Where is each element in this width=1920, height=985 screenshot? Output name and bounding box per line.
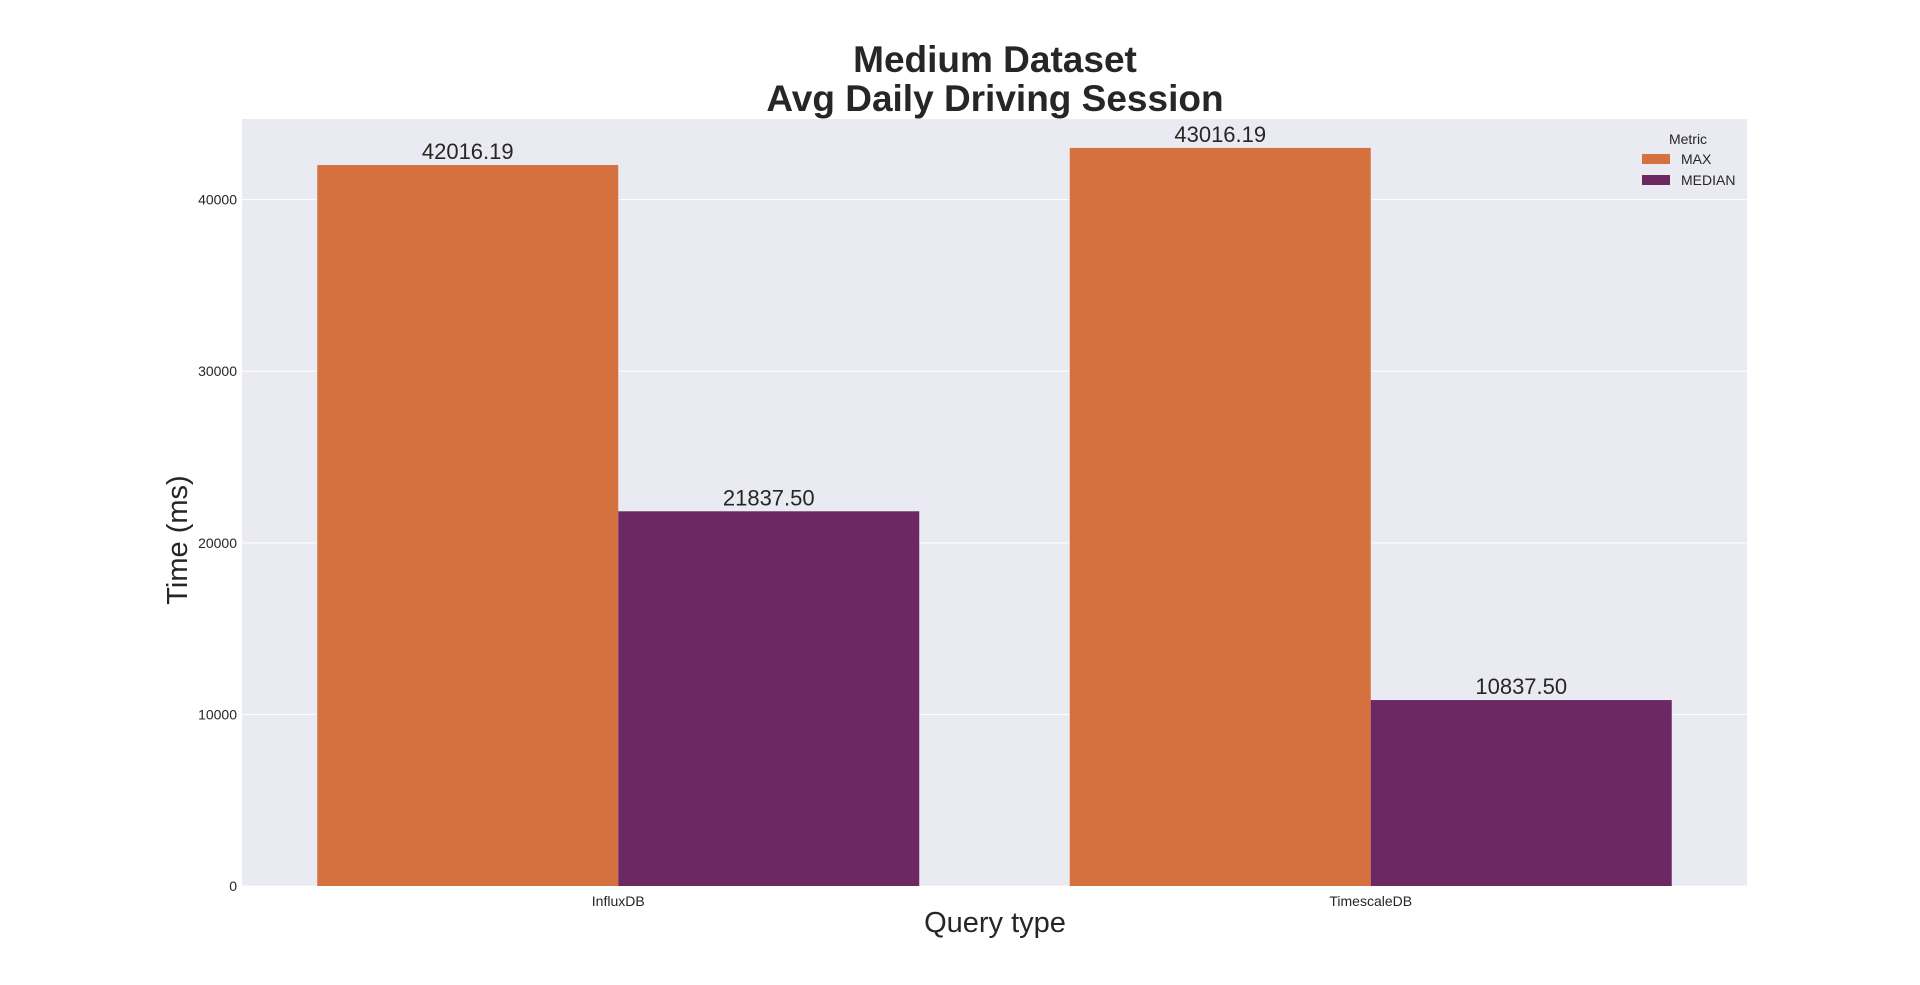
- data-label: 21837.50: [723, 485, 815, 510]
- chart-title-line-1: Medium Dataset: [853, 39, 1137, 80]
- data-label: 10837.50: [1475, 674, 1567, 699]
- x-tick-label: InfluxDB: [592, 893, 645, 909]
- y-tick-label: 10000: [198, 706, 237, 722]
- y-tick-label: 0: [229, 878, 237, 894]
- data-labels: 42016.19 21837.50 43016.19 10837.50: [422, 122, 1567, 699]
- y-tick-label: 30000: [198, 363, 237, 379]
- axis-ticks: 0 10000 20000 30000 40000 InfluxDB TimescaleDB: [198, 192, 1412, 909]
- legend: Metric MAX MEDIAN: [1642, 131, 1735, 188]
- data-label: 42016.19: [422, 139, 514, 164]
- bar-median-timescaledb: [1370, 700, 1672, 886]
- legend-label-median: MEDIAN: [1681, 172, 1735, 188]
- legend-label-max: MAX: [1681, 151, 1712, 167]
- legend-swatch-max: [1642, 154, 1670, 164]
- y-tick-label: 20000: [198, 535, 237, 551]
- x-tick-label: TimescaleDB: [1329, 893, 1412, 909]
- bar-median-influxdb: [618, 511, 920, 886]
- bar-max-timescaledb: [1069, 147, 1371, 887]
- legend-title: Metric: [1669, 131, 1707, 147]
- x-axis-label: Query type: [924, 907, 1066, 939]
- data-label: 43016.19: [1174, 122, 1266, 147]
- bar-max-influxdb: [317, 165, 619, 887]
- legend-swatch-median: [1642, 175, 1670, 185]
- y-tick-label: 40000: [198, 192, 237, 208]
- y-axis-label: Time (ms): [162, 475, 194, 604]
- bars: [317, 147, 1672, 887]
- chart-title-line-2: Avg Daily Driving Session: [766, 78, 1223, 119]
